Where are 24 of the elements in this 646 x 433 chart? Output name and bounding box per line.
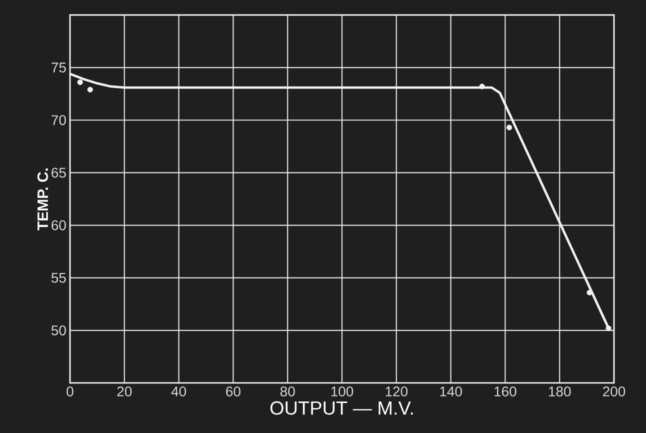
- y-tick-label: 60: [52, 220, 66, 230]
- x-tick-label: 180: [548, 386, 571, 396]
- point: [606, 326, 612, 332]
- x-tick-label: 100: [331, 386, 354, 396]
- x-tick-label: 120: [386, 386, 408, 396]
- point: [77, 79, 83, 86]
- y-tick-label: 55: [51, 272, 66, 283]
- point: [87, 86, 93, 92]
- x-tick-label: 60: [226, 386, 240, 396]
- y-tick-label: 75: [52, 62, 66, 72]
- y-tick-label: 65: [52, 168, 66, 178]
- x-axis-title: OUTPUT — M.V.: [270, 401, 413, 415]
- y-tick-label: 70: [52, 115, 66, 126]
- x-tick-label: 140: [440, 386, 462, 396]
- x-tick-label: 40: [171, 386, 186, 396]
- x-tick-label: 20: [117, 386, 132, 396]
- point: [479, 84, 485, 90]
- x-tick-label: 160: [494, 386, 516, 396]
- x-tick-label: 200: [603, 386, 626, 396]
- y-tick-label: 50: [51, 325, 66, 336]
- y-axis-title: TEMP. C.: [37, 168, 48, 230]
- point: [506, 124, 512, 130]
- x-tick-label: 0: [66, 386, 74, 396]
- x-tick-label: 80: [280, 386, 295, 396]
